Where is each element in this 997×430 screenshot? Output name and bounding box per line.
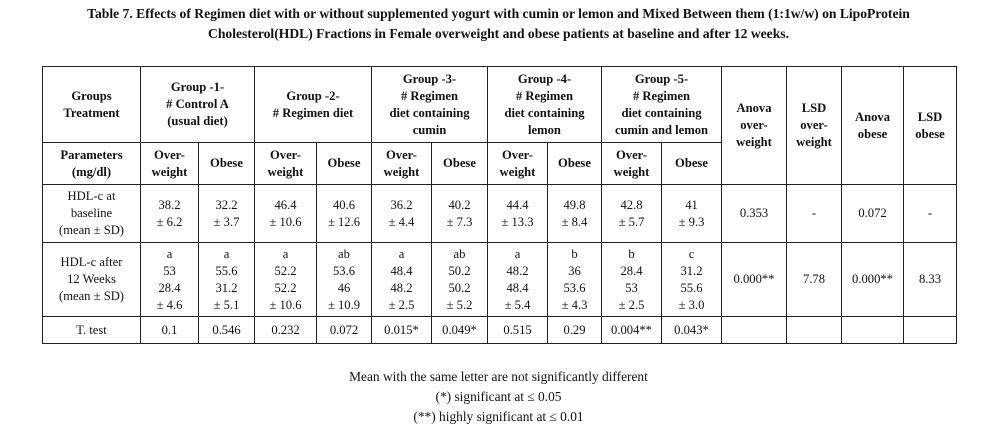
- data-cell: 32.2 ± 3.7: [198, 184, 255, 243]
- lsd-obese-value: 8.33: [903, 242, 957, 317]
- anova-obese-value: 0.072: [841, 184, 904, 243]
- empty-cell: [903, 316, 957, 344]
- anova-obese-header: Anova obese: [841, 66, 904, 185]
- anova-overweight-header: Anova over- weight: [721, 66, 787, 185]
- data-cell: 0.004**: [601, 316, 662, 344]
- data-cell: 42.8 ± 5.7: [601, 184, 662, 243]
- obese-header: Obese: [198, 142, 255, 185]
- data-cell: 0.515: [487, 316, 548, 344]
- lsd-obese-header: LSD obese: [903, 66, 957, 185]
- obese-header: Obese: [431, 142, 488, 185]
- data-cell: 0.072: [316, 316, 372, 344]
- empty-cell: [721, 316, 787, 344]
- data-cell: b 36 53.6 ± 4.3: [547, 242, 602, 317]
- data-cell: 0.29: [547, 316, 602, 344]
- group-3-header: Group -3- # Regimen diet containing cumi…: [371, 66, 488, 143]
- table-notes: Mean with the same letter are not signif…: [0, 367, 997, 427]
- group-2-header: Group -2- # Regimen diet: [254, 66, 372, 143]
- data-cell: 0.1: [140, 316, 199, 344]
- lsd-overweight-value: -: [786, 184, 842, 243]
- overweight-header: Over-weight: [140, 142, 199, 185]
- anova-overweight-value: 0.353: [721, 184, 787, 243]
- data-cell: 44.4 ± 13.3: [487, 184, 548, 243]
- data-cell: 0.015*: [371, 316, 432, 344]
- data-cell: 41 ± 9.3: [661, 184, 722, 243]
- anova-overweight-value: 0.000**: [721, 242, 787, 317]
- caption-line-1: Table 7. Effects of Regimen diet with or…: [87, 6, 910, 21]
- group-4-header: Group -4- # Regimen diet containing lemo…: [487, 66, 602, 143]
- obese-header: Obese: [661, 142, 722, 185]
- table-row-ttest: T. test 0.1 0.546 0.232 0.072 0.015* 0.0…: [42, 316, 957, 344]
- empty-cell: [786, 316, 842, 344]
- row-label-baseline: HDL-c at baseline (mean ± SD): [42, 184, 141, 243]
- row-label-after: HDL-c after 12 Weeks (mean ± SD): [42, 242, 141, 317]
- groups-treatment-header: Groups Treatment: [42, 66, 141, 143]
- header-row-subgroups: Parameters (mg/dl) Over-weight Obese Ove…: [42, 142, 957, 185]
- row-label-ttest: T. test: [42, 316, 141, 344]
- data-cell: 38.2 ± 6.2: [140, 184, 199, 243]
- data-cell: a 52.2 52.2 ± 10.6: [254, 242, 317, 317]
- note-same-letter: Mean with the same letter are not signif…: [349, 369, 648, 384]
- data-cell: a 48.4 48.2 ± 2.5: [371, 242, 432, 317]
- table-row-baseline: HDL-c at baseline (mean ± SD) 38.2 ± 6.2 …: [42, 184, 957, 243]
- data-cell: 46.4 ± 10.6: [254, 184, 317, 243]
- anova-obese-value: 0.000**: [841, 242, 904, 317]
- data-cell: 40.2 ± 7.3: [431, 184, 488, 243]
- parameters-header: Parameters (mg/dl): [42, 142, 141, 185]
- lsd-obese-value: -: [903, 184, 957, 243]
- overweight-header: Over-weight: [371, 142, 432, 185]
- data-cell: ab 53.6 46 ± 10.9: [316, 242, 372, 317]
- data-cell: a 55.6 31.2 ± 5.1: [198, 242, 255, 317]
- table-caption: Table 7. Effects of Regimen diet with or…: [0, 4, 997, 44]
- data-cell: 0.043*: [661, 316, 722, 344]
- data-cell: ab 50.2 50.2 ± 5.2: [431, 242, 488, 317]
- group-1-header: Group -1- # Control A (usual diet): [140, 66, 255, 143]
- data-cell: 0.049*: [431, 316, 488, 344]
- obese-header: Obese: [547, 142, 602, 185]
- data-cell: 49.8 ± 8.4: [547, 184, 602, 243]
- note-significant: (*) significant at ≤ 0.05: [435, 389, 562, 404]
- table-row-after: HDL-c after 12 Weeks (mean ± SD) a 53 28.4…: [42, 242, 957, 317]
- obese-header: Obese: [316, 142, 372, 185]
- lsd-overweight-value: 7.78: [786, 242, 842, 317]
- caption-line-2: Cholesterol(HDL) Fractions in Female ove…: [208, 26, 789, 41]
- results-table: Groups Treatment Group -1- # Control A (…: [42, 66, 957, 344]
- data-cell: a 48.2 48.4 ± 5.4: [487, 242, 548, 317]
- data-cell: 36.2 ± 4.4: [371, 184, 432, 243]
- header-row-groups: Groups Treatment Group -1- # Control A (…: [42, 66, 957, 185]
- empty-cell: [841, 316, 904, 344]
- note-highly-significant: (**) highly significant at ≤ 0.01: [413, 409, 584, 424]
- data-cell: a 53 28.4 ± 4.6: [140, 242, 199, 317]
- overweight-header: Over-weight: [601, 142, 662, 185]
- group-5-header: Group -5- # Regimen diet containing cumi…: [601, 66, 722, 143]
- data-cell: c 31.2 55.6 ± 3.0: [661, 242, 722, 317]
- overweight-header: Over-weight: [487, 142, 548, 185]
- data-cell: 0.232: [254, 316, 317, 344]
- data-cell: 40.6 ± 12.6: [316, 184, 372, 243]
- data-cell: b 28.4 53 ± 2.5: [601, 242, 662, 317]
- overweight-header: Over-weight: [254, 142, 317, 185]
- lsd-overweight-header: LSD over- weight: [786, 66, 842, 185]
- data-cell: 0.546: [198, 316, 255, 344]
